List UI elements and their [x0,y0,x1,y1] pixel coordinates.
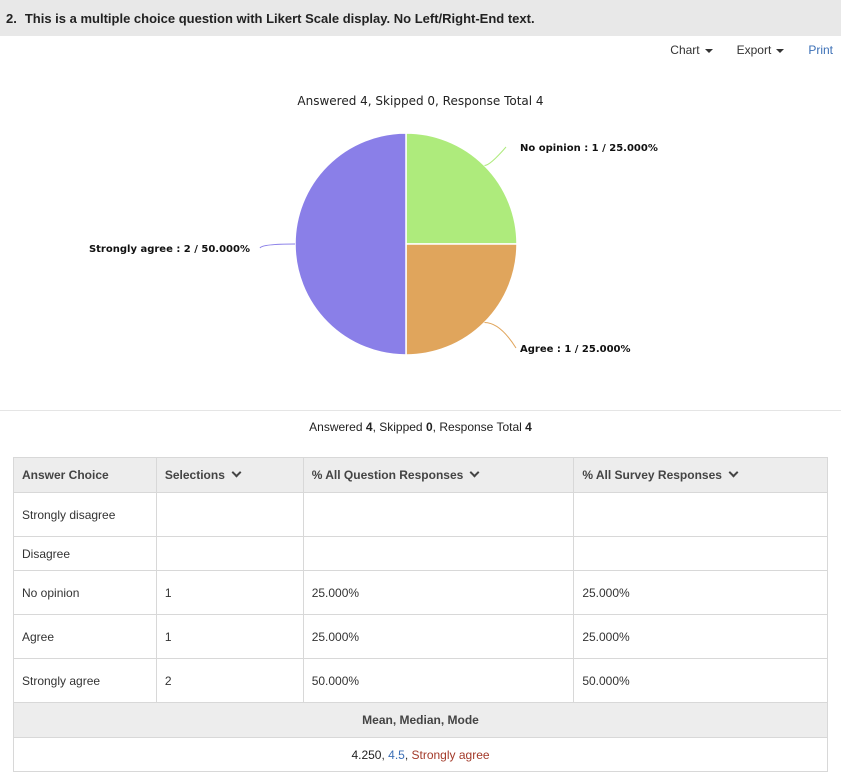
median-value: 4.5 [388,747,405,762]
selections-cell: 1 [155,570,304,615]
header-answer-choice: Answer Choice [13,457,157,493]
total-count: 4 [525,420,532,434]
answer-choice-cell: Disagree [13,536,157,571]
table-row: Disagree [13,536,828,571]
answer-choice-cell: Strongly agree [13,658,157,703]
pie-connector-line [259,243,296,249]
stats-values-row: 4.250, 4.5, Strongly agree [13,737,828,772]
question-pct-cell: 25.000% [302,614,575,659]
report-toolbar: Chart Export Print [646,43,833,57]
results-table: Answer Choice Selections % All Question … [13,457,828,772]
selections-cell [155,492,304,537]
pie-slice-agree[interactable] [405,243,518,356]
skipped-count: 0 [425,420,433,434]
stats-header-row: Mean, Median, Mode [13,702,828,738]
survey-pct-cell: 25.000% [573,614,828,659]
answered-count: 4 [365,420,373,434]
survey-pct-cell: 25.000% [573,570,828,615]
question-number: 2. [6,10,17,26]
pie-slice-label: Agree : 1 / 25.000% [520,344,631,355]
survey-pct-cell [573,536,828,571]
survey-pct-cell: 50.000% [573,658,828,703]
table-row: Agree 1 25.000% 25.000% [13,614,828,659]
mode-value: Strongly agree [411,747,490,762]
header-survey-pct[interactable]: % All Survey Responses [573,457,828,493]
pie-chart-panel: Answered 4, Skipped 0, Response Total 4 … [0,86,841,406]
answer-choice-cell: Agree [13,614,157,659]
table-row: No opinion 1 25.000% 25.000% [13,570,828,615]
mean-value: 4.250 [351,747,382,762]
chart-title: Answered 4, Skipped 0, Response Total 4 [297,94,544,108]
pie-slice-label: No opinion : 1 / 25.000% [520,143,658,154]
chevron-down-icon [728,467,739,478]
pie-slice-strongly-agree[interactable] [294,132,407,356]
table-row: Strongly disagree [13,492,828,537]
chevron-down-icon [231,467,242,478]
chevron-down-icon [469,467,480,478]
pie-connector-line [484,146,507,167]
chart-menu-button[interactable]: Chart [670,43,713,57]
pie-slice-label: Strongly agree : 2 / 50.000% [89,244,250,255]
question-pct-cell [302,492,575,537]
response-summary: Answered 4, Skipped 0, Response Total 4 [309,420,532,434]
answer-choice-cell: No opinion [13,570,157,615]
stats-values: 4.250, 4.5, Strongly agree [13,737,828,772]
question-pct-cell: 25.000% [302,570,575,615]
table-row: Strongly agree 2 50.000% 50.000% [13,658,828,703]
question-title: This is a multiple choice question with … [24,10,535,26]
header-selections[interactable]: Selections [155,457,304,493]
question-header: 2. This is a multiple choice question wi… [0,0,841,36]
question-pct-cell: 50.000% [302,658,575,703]
selections-cell [155,536,304,571]
stats-header: Mean, Median, Mode [13,702,828,738]
pie-chart: No opinion : 1 / 25.000% Agree : 1 / 25.0… [89,132,658,356]
survey-pct-cell [573,492,828,537]
pie-slice-no-opinion[interactable] [405,132,518,245]
question-pct-cell [302,536,575,571]
print-link[interactable]: Print [808,43,833,57]
caret-down-icon [776,48,785,53]
caret-down-icon [704,48,713,53]
export-menu-label: Export [736,43,772,57]
selections-cell: 1 [155,614,304,659]
pie-connector-line [484,321,517,349]
export-menu-button[interactable]: Export [737,43,785,57]
selections-cell: 2 [155,658,304,703]
chart-menu-label: Chart [670,43,700,57]
answer-choice-cell: Strongly disagree [13,492,157,537]
section-divider [0,410,841,411]
header-question-pct[interactable]: % All Question Responses [302,457,575,493]
